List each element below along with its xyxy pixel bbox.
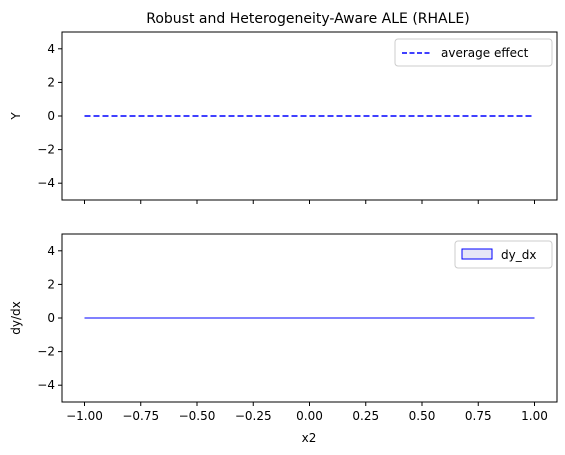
top-legend-label: average effect — [441, 46, 529, 60]
x-tick-label: 0.75 — [465, 409, 492, 423]
x-tick-label: −0.25 — [235, 409, 272, 423]
x-tick-label: 0.50 — [409, 409, 436, 423]
y-tick-label: 0 — [47, 311, 55, 325]
y-tick-label: −4 — [37, 176, 55, 190]
legend-box-icon — [461, 248, 493, 260]
x-tick-label: −0.50 — [179, 409, 216, 423]
top-y-axis-label: Y — [9, 112, 23, 121]
y-tick-label: −4 — [37, 378, 55, 392]
x-axis-label: x2 — [302, 431, 317, 445]
y-tick-label: 0 — [47, 109, 55, 123]
y-tick-label: 4 — [47, 42, 55, 56]
bottom-panel-ticks: 4 2 0 −2 −4 −1.00 −0.75 −0.50 −0.25 0.00 0.25 0.50 0… — [37, 244, 548, 423]
x-tick-label: −1.00 — [66, 409, 103, 423]
bottom-panel-axes — [61, 233, 558, 403]
bottom-legend-frame — [454, 240, 553, 269]
x-tick-label: −0.75 — [122, 409, 159, 423]
x-tick-label: 1.00 — [521, 409, 548, 423]
bottom-legend: dy_dx — [454, 240, 553, 269]
top-panel-ticks: 4 2 0 −2 −4 — [37, 42, 535, 204]
y-tick-label: −2 — [37, 143, 55, 157]
y-tick-label: −2 — [37, 345, 55, 359]
bottom-y-axis-label: dy/dx — [9, 301, 23, 334]
top-legend: average effect — [394, 38, 553, 67]
x-tick-label: 0.25 — [352, 409, 379, 423]
y-tick-label: 2 — [47, 75, 55, 89]
chart-title: Robust and Heterogeneity-Aware ALE (RHAL… — [146, 11, 469, 27]
bottom-legend-label: dy_dx — [501, 248, 536, 262]
top-panel-axes — [61, 31, 558, 201]
y-tick-label: 4 — [47, 244, 55, 258]
y-tick-label: 2 — [47, 277, 55, 291]
top-legend-frame — [394, 38, 553, 67]
x-tick-label: 0.00 — [296, 409, 323, 423]
